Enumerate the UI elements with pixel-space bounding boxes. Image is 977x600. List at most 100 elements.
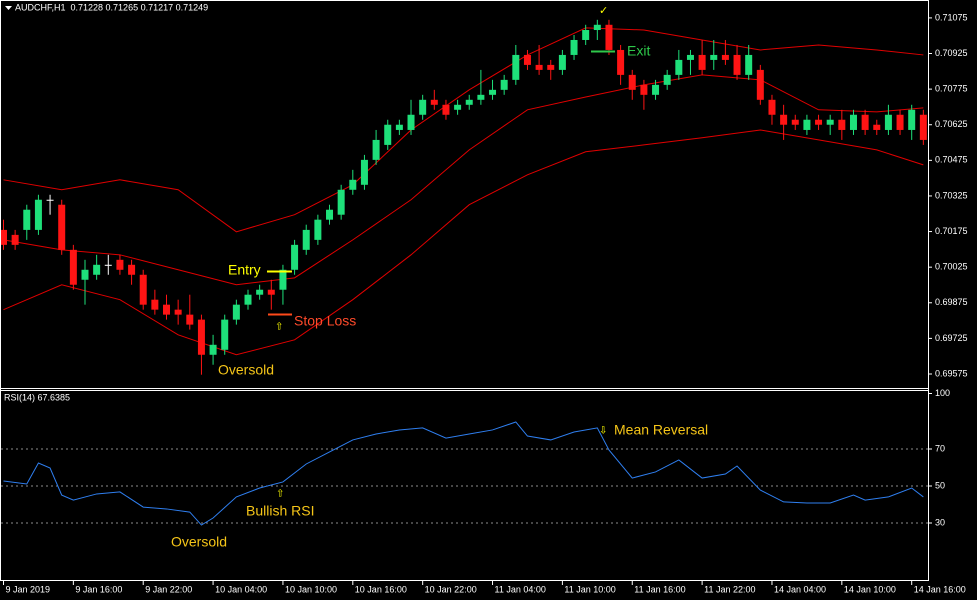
candle-body [721, 54, 729, 60]
bullish-rsi-label: Bullish RSI [246, 503, 314, 519]
candle-body [314, 219, 322, 240]
candle-body [768, 99, 776, 115]
candle-body [593, 24, 601, 31]
indicator-title: RSI(14) 67.6385 [4, 392, 70, 402]
candle-body [547, 64, 555, 70]
candle-body [232, 304, 240, 320]
candle-body [291, 244, 299, 270]
candle-body [163, 304, 171, 315]
oversold-label: Oversold [171, 534, 227, 550]
bollinger-band [3, 74, 924, 286]
stop-loss-label: Stop Loss [294, 313, 356, 329]
y-tick-label: 0.69575 [935, 368, 968, 378]
candle-body [896, 114, 904, 130]
y-tick-label: 0.70475 [935, 155, 968, 165]
candle-body [46, 199, 54, 201]
candle-body [523, 54, 531, 65]
y-tick-label: 70 [935, 443, 945, 453]
x-tick-label: 10 Jan 22:00 [425, 584, 477, 594]
candle-body [337, 189, 345, 215]
y-tick-label: 0.69725 [935, 333, 968, 343]
candle-body [849, 114, 857, 130]
candle-body [582, 30, 590, 40]
candle-body [174, 309, 182, 315]
x-tick-label: 14 Jan 16:00 [914, 584, 966, 594]
y-tick-label: 0.70175 [935, 226, 968, 236]
candle-body [756, 69, 764, 100]
candle-body [535, 64, 543, 70]
candle-body [791, 119, 799, 125]
candle-body [23, 209, 31, 230]
candle-body [11, 234, 19, 245]
x-tick-label: 11 Jan 04:00 [495, 584, 546, 594]
candle-body [558, 54, 566, 70]
candle-body [628, 74, 636, 90]
candle-body [302, 229, 310, 250]
candle-body [139, 274, 147, 305]
candle-body [477, 94, 485, 100]
candle-body [675, 59, 683, 75]
candle-body [919, 114, 927, 140]
x-tick-label: 11 Jan 22:00 [704, 584, 755, 594]
candle-body [442, 104, 450, 115]
bollinger-band [3, 129, 924, 356]
candle-body [686, 54, 694, 60]
candle-body [652, 84, 660, 95]
candle-body [733, 54, 741, 75]
arrow-up: ⇧ [275, 322, 283, 333]
candle-body [861, 114, 869, 130]
candle-body [815, 119, 823, 125]
candle-body [663, 74, 671, 85]
candle-body [186, 314, 194, 325]
y-tick-label: 0.70025 [935, 262, 968, 272]
x-tick-label: 14 Jan 10:00 [844, 584, 896, 594]
x-tick-label: 11 Jan 10:00 [564, 584, 615, 594]
menu-triangle [5, 6, 12, 10]
candle-body [884, 114, 892, 130]
candle-body [512, 54, 520, 80]
y-tick-label: 0.70775 [935, 83, 968, 93]
candle-body [244, 294, 252, 305]
candle-body [128, 264, 136, 275]
candle-body [780, 114, 788, 125]
x-tick-label: 9 Jan 16:00 [75, 584, 122, 594]
candle-body [93, 264, 101, 275]
y-tick-label: 0.70925 [935, 48, 968, 58]
candle-body [908, 109, 916, 130]
candle-body [838, 119, 846, 130]
candle-body [256, 289, 264, 295]
arrow-up: ⇧ [276, 489, 284, 500]
exit-label: Exit [627, 43, 650, 59]
candle-body [0, 229, 7, 245]
x-tick-label: 9 Jan 22:00 [145, 584, 192, 594]
y-tick-label: 0.70325 [935, 190, 968, 200]
oversold-label: Oversold [218, 362, 274, 378]
candle-body [698, 54, 706, 70]
candle-body [267, 289, 275, 295]
x-tick-label: 10 Jan 10:00 [285, 584, 337, 594]
candle-body [69, 249, 77, 285]
candle-body [803, 119, 811, 130]
y-tick-label: 100 [935, 388, 950, 398]
x-tick-label: 9 Jan 2019 [5, 584, 50, 594]
candle-body [372, 139, 380, 160]
candle-body [605, 24, 613, 50]
candle-body [489, 89, 497, 95]
x-tick-label: 11 Jan 16:00 [634, 584, 685, 594]
y-tick-label: 50 [935, 480, 945, 490]
candle-body [151, 299, 159, 310]
candle-body [430, 99, 438, 105]
y-tick-label: 0.69875 [935, 297, 968, 307]
candle-body [349, 179, 357, 190]
candle-body [465, 99, 473, 105]
candle-body [197, 319, 205, 355]
candle-body [500, 79, 508, 90]
y-tick-label: 30 [935, 517, 945, 527]
entry-label: Entry [228, 262, 261, 278]
candle-body [279, 269, 287, 290]
candle-body [395, 124, 403, 130]
bollinger-band [3, 27, 924, 233]
